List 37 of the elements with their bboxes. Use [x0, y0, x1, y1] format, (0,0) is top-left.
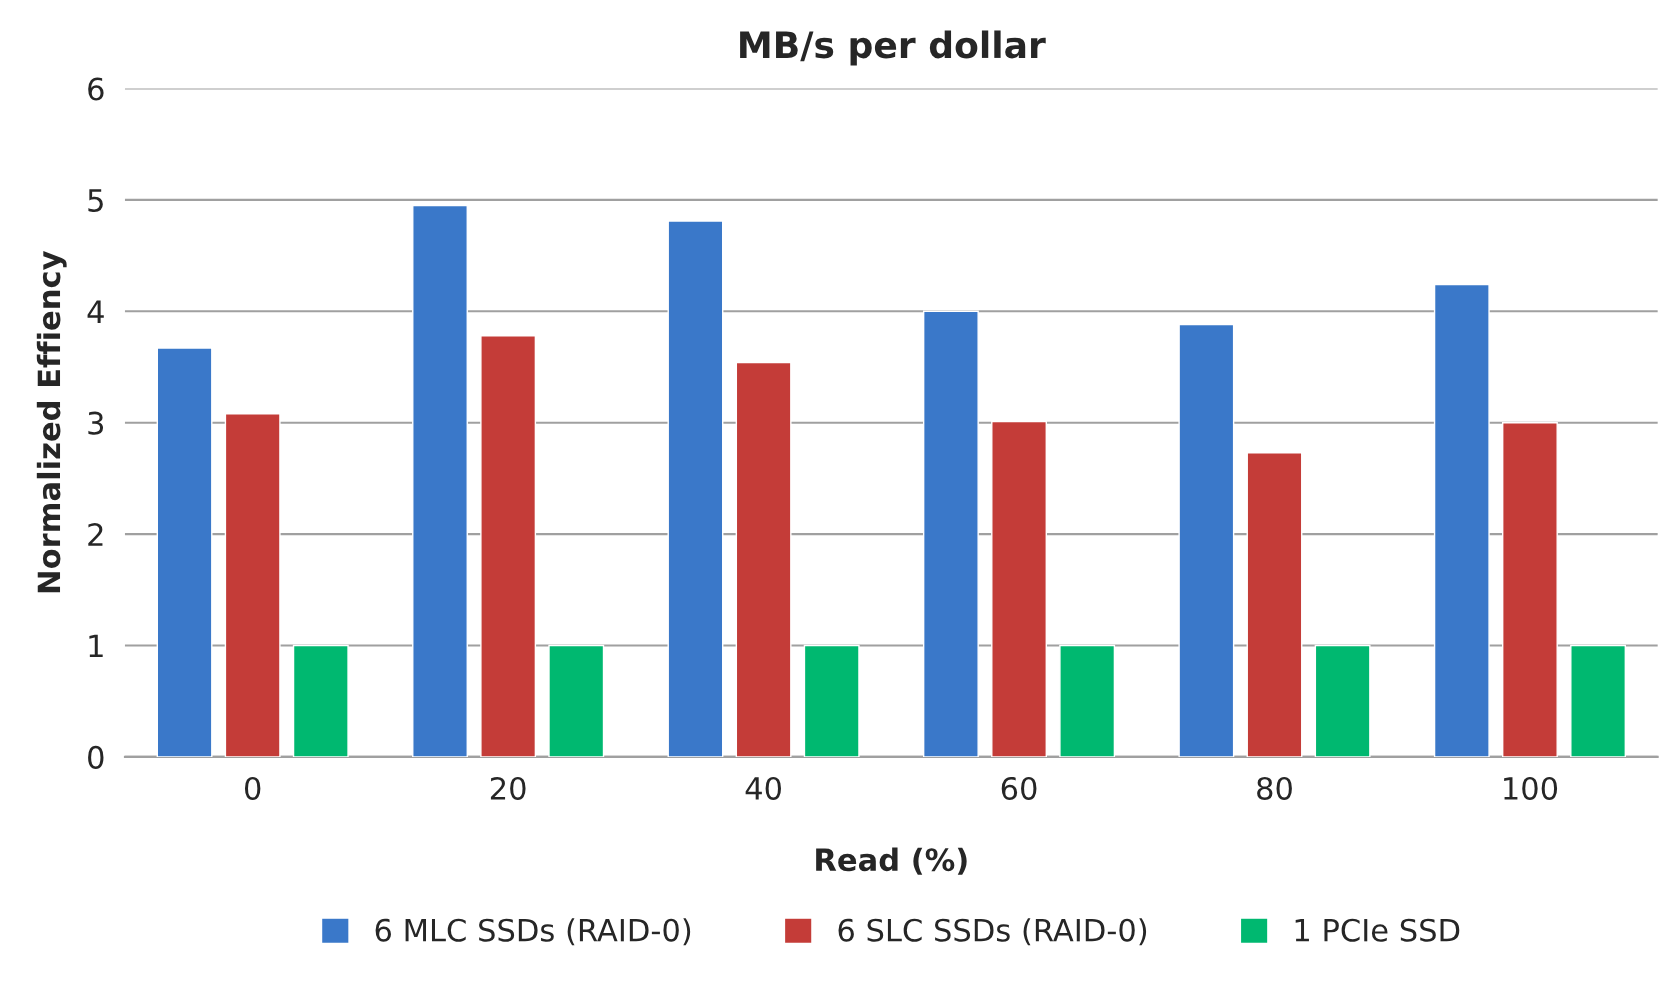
y-tick-label: 2	[88, 523, 103, 546]
x-tick-label: 100	[1504, 776, 1558, 801]
bar	[1246, 452, 1303, 757]
bar	[156, 347, 213, 757]
bar	[292, 644, 349, 757]
bar	[1501, 421, 1558, 757]
y-tick-label: 3	[88, 411, 104, 435]
bar	[803, 644, 860, 757]
x-axis-title: Read (%)	[816, 847, 967, 875]
x-tick-label: 60	[1001, 776, 1037, 801]
bar	[667, 220, 724, 757]
bar	[991, 420, 1047, 757]
y-tick-label: 6	[88, 77, 104, 101]
bar	[1433, 283, 1490, 757]
legend-label: 6 SLC SSDs (RAID-0)	[838, 918, 1147, 946]
x-tick-label: 0	[244, 776, 261, 801]
bar	[1059, 644, 1116, 757]
bar	[1178, 323, 1235, 757]
bar	[1570, 644, 1627, 757]
legend-label: 6 MLC SSDs (RAID-0)	[375, 918, 691, 946]
bar	[1314, 644, 1371, 757]
bar	[735, 361, 792, 757]
legend-label: 1 PCIe SSD	[1295, 918, 1460, 942]
y-tick-label: 1	[89, 634, 103, 658]
bar	[480, 335, 537, 757]
x-tick-label: 40	[745, 776, 781, 801]
chart-title: MB/s per dollar	[740, 30, 1046, 66]
bar	[412, 204, 468, 757]
x-tick-label: 80	[1257, 776, 1292, 801]
bar	[224, 413, 281, 757]
y-tick-label: 0	[88, 745, 104, 769]
y-tick-label: 5	[88, 189, 103, 212]
y-tick-label: 4	[87, 300, 104, 323]
y-axis-title: Normalized Effiency	[36, 251, 67, 593]
x-tick-label: 20	[490, 776, 526, 801]
bar	[922, 310, 979, 757]
bar	[548, 644, 605, 757]
